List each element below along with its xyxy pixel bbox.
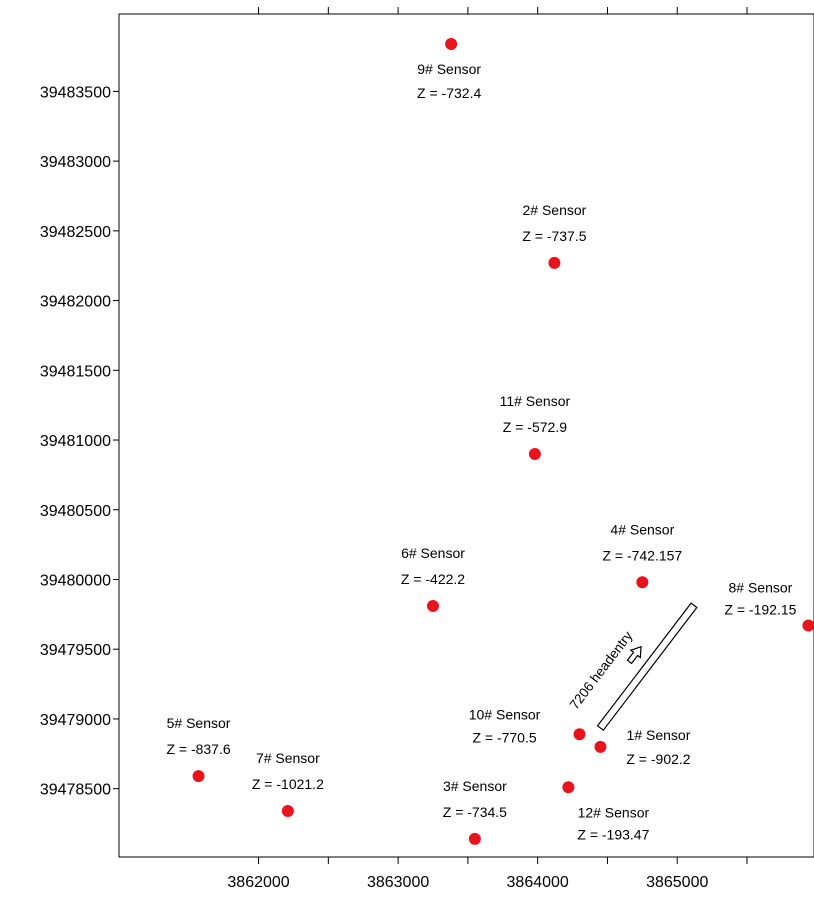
sensor-name-label: 9# Sensor [417, 61, 481, 77]
axes [118, 13, 814, 858]
sensor-marker [192, 770, 205, 783]
sensor-name-label: 8# Sensor [729, 580, 793, 596]
headentry-roadway [596, 602, 698, 732]
sensor-marker [562, 781, 575, 794]
sensor-point-group: 5# Sensor Z = -837.6 [166, 715, 231, 783]
sensor-point-group: 6# Sensor Z = -422.2 [401, 545, 465, 612]
sensor-marker [445, 37, 458, 50]
sensor-name-label: 5# Sensor [167, 715, 231, 731]
sensor-z-label: Z = -192.15 [724, 602, 796, 618]
sensor-point-group: 11# Sensor Z = -572.9 [500, 393, 571, 460]
y-tick-label: 39483500 [40, 84, 111, 101]
sensor-name-label: 12# Sensor [578, 804, 650, 820]
sensor-z-label: Z = -1021.2 [252, 776, 324, 792]
sensor-name-label: 10# Sensor [469, 706, 541, 722]
sensor-marker [573, 728, 586, 741]
x-tick-label: 3865000 [646, 874, 708, 891]
y-tick-label: 39482500 [40, 224, 111, 241]
y-tick-label: 39481000 [40, 433, 111, 450]
sensor-name-label: 2# Sensor [523, 202, 587, 218]
y-tick-label: 39480000 [40, 572, 111, 589]
y-tick-label: 39482000 [40, 294, 111, 311]
y-tick-label: 39481500 [40, 363, 111, 380]
sensor-z-label: Z = -902.2 [626, 751, 690, 767]
sensor-z-label: Z = -572.9 [503, 419, 567, 435]
sensor-z-label: Z = -732.4 [417, 85, 481, 101]
sensor-marker [427, 599, 440, 612]
y-tick-label: 39483000 [40, 154, 111, 171]
sensor-marker [528, 447, 541, 460]
sensor-name-label: 3# Sensor [443, 778, 507, 794]
sensor-z-label: Z = -737.5 [522, 228, 586, 244]
ticks: 3862000 3863000 3864000 3865000 39478500 3947… [40, 7, 748, 891]
sensor-marker [802, 619, 814, 632]
sensor-point-group: 1# Sensor Z = -902.2 [594, 727, 691, 767]
y-tick-label: 39479000 [40, 712, 111, 729]
sensor-z-label: Z = -770.5 [472, 729, 536, 745]
sensor-name-label: 4# Sensor [610, 521, 674, 537]
sensor-point-group: 3# Sensor Z = -734.5 [443, 778, 507, 845]
x-tick-label: 3862000 [227, 874, 289, 891]
sensor-z-label: Z = -193.47 [577, 826, 649, 842]
sensor-z-label: Z = -422.2 [401, 571, 465, 587]
y-tick-label: 39478500 [40, 782, 111, 799]
sensor-z-label: Z = -742.157 [602, 547, 682, 563]
sensor-point-group: 9# Sensor Z = -732.4 [417, 37, 481, 101]
y-tick-label: 39479500 [40, 642, 111, 659]
sensor-point-group: 12# Sensor Z = -193.47 [562, 781, 650, 842]
sensor-marker [468, 832, 481, 845]
y-tick-label: 39480500 [40, 503, 111, 520]
x-tick-label: 3863000 [367, 874, 429, 891]
x-tick-label: 3864000 [507, 874, 569, 891]
sensor-z-label: Z = -837.6 [166, 741, 230, 757]
sensor-marker [636, 576, 649, 589]
sensor-point-group: 10# Sensor Z = -770.5 [469, 706, 586, 745]
sensor-marker [548, 256, 561, 269]
sensor-point-group: 4# Sensor Z = -742.157 [602, 521, 682, 589]
sensor-name-label: 6# Sensor [401, 545, 465, 561]
headentry-annotation: 7206 headentry [567, 602, 698, 732]
sensor-point-group: 8# Sensor Z = -192.15 [724, 580, 814, 632]
headentry-direction-arrow [626, 645, 642, 665]
sensor-name-label: 7# Sensor [256, 750, 320, 766]
sensor-name-label: 11# Sensor [500, 393, 571, 409]
sensor-name-label: 1# Sensor [627, 727, 691, 743]
sensor-points: 9# Sensor Z = -732.4 2# Sensor Z = -737.5 11… [166, 37, 814, 845]
sensor-z-label: Z = -734.5 [443, 804, 507, 820]
sensor-point-group: 7# Sensor Z = -1021.2 [252, 750, 324, 817]
sensor-point-group: 2# Sensor Z = -737.5 [522, 202, 587, 269]
plot-frame [118, 13, 814, 858]
sensor-marker [594, 740, 607, 753]
sensor-marker [281, 804, 294, 817]
